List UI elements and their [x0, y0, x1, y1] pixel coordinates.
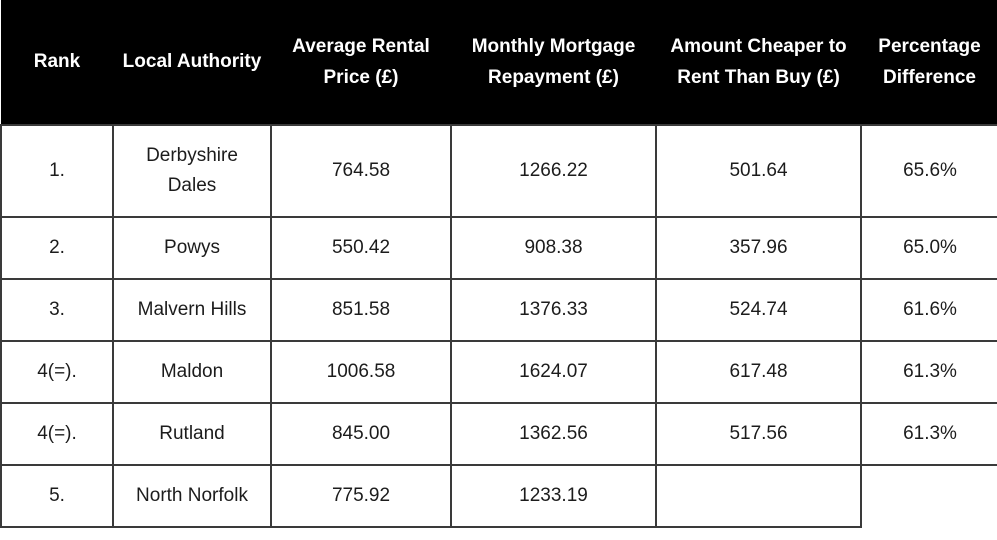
cell-monthly-mortgage-repayment: 1624.07	[450, 340, 657, 404]
cell-average-rental-price: 764.58	[270, 124, 452, 218]
table-row: 1. Derbyshire Dales 764.58 1266.22 501.6…	[0, 124, 997, 218]
cell-monthly-mortgage-repayment: 1376.33	[450, 278, 657, 342]
cell-monthly-mortgage-repayment: 1233.19	[450, 464, 657, 528]
cell-percentage-difference: 65.6%	[860, 124, 997, 218]
column-header-percentage-difference: Percentage Difference	[861, 0, 997, 125]
cell-percentage-difference: 65.0%	[860, 216, 997, 280]
column-header-average-rental-price: Average Rental Price (£)	[271, 0, 451, 125]
cell-amount-cheaper: 517.56	[655, 402, 862, 466]
cell-average-rental-price: 851.58	[270, 278, 452, 342]
table-row: 4(=). Maldon 1006.58 1624.07 617.48 61.3…	[0, 340, 997, 404]
cell-local-authority: Rutland	[112, 402, 272, 466]
cell-average-rental-price: 845.00	[270, 402, 452, 466]
header-row: Rank Local Authority Average Rental Pric…	[1, 0, 997, 125]
cell-amount-cheaper: 357.96	[655, 216, 862, 280]
cell-local-authority: Derbyshire Dales	[112, 124, 272, 218]
cell-average-rental-price: 775.92	[270, 464, 452, 528]
column-header-monthly-mortgage-repayment: Monthly Mortgage Repayment (£)	[451, 0, 656, 125]
cell-rank: 4(=).	[0, 340, 114, 404]
cell-amount-cheaper: 617.48	[655, 340, 862, 404]
cell-rank: 4(=).	[0, 402, 114, 466]
cell-local-authority: North Norfolk	[112, 464, 272, 528]
table-row: 2. Powys 550.42 908.38 357.96 65.0%	[0, 216, 997, 280]
cell-percentage-difference	[860, 464, 997, 527]
cell-monthly-mortgage-repayment: 1266.22	[450, 124, 657, 218]
table-row: 5. North Norfolk 775.92 1233.19	[0, 464, 997, 528]
cell-amount-cheaper	[655, 464, 862, 528]
table-body: 1. Derbyshire Dales 764.58 1266.22 501.6…	[0, 124, 997, 528]
cell-amount-cheaper: 524.74	[655, 278, 862, 342]
cell-percentage-difference: 61.3%	[860, 402, 997, 466]
cell-rank: 1.	[0, 124, 114, 218]
table-header: Rank Local Authority Average Rental Pric…	[1, 0, 997, 125]
table-row: 4(=). Rutland 845.00 1362.56 517.56 61.3…	[0, 402, 997, 466]
cell-rank: 5.	[0, 464, 114, 528]
cell-percentage-difference: 61.3%	[860, 340, 997, 404]
table-row: 3. Malvern Hills 851.58 1376.33 524.74 6…	[0, 278, 997, 342]
column-header-local-authority: Local Authority	[113, 0, 271, 125]
cell-local-authority: Malvern Hills	[112, 278, 272, 342]
cell-average-rental-price: 550.42	[270, 216, 452, 280]
cell-monthly-mortgage-repayment: 1362.56	[450, 402, 657, 466]
cell-percentage-difference: 61.6%	[860, 278, 997, 342]
column-header-rank: Rank	[1, 0, 113, 125]
cell-rank: 3.	[0, 278, 114, 342]
cell-local-authority: Powys	[112, 216, 272, 280]
column-header-amount-cheaper: Amount Cheaper to Rent Than Buy (£)	[656, 0, 861, 125]
cell-amount-cheaper: 501.64	[655, 124, 862, 218]
cell-average-rental-price: 1006.58	[270, 340, 452, 404]
cell-monthly-mortgage-repayment: 908.38	[450, 216, 657, 280]
rent-vs-buy-table: Rank Local Authority Average Rental Pric…	[0, 0, 997, 528]
cell-local-authority: Maldon	[112, 340, 272, 404]
cell-rank: 2.	[0, 216, 114, 280]
